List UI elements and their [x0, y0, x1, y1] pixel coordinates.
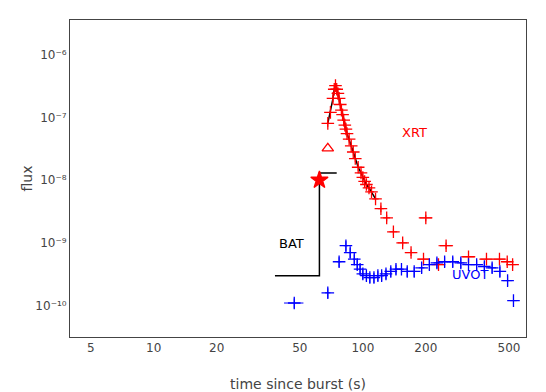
svg-text:10⁻⁶: 10⁻⁶: [40, 48, 67, 62]
svg-text:50: 50: [292, 341, 307, 355]
svg-text:time since burst (s): time since burst (s): [230, 376, 366, 392]
svg-text:10⁻⁷: 10⁻⁷: [40, 111, 67, 125]
svg-text:10⁻¹⁰: 10⁻¹⁰: [35, 299, 66, 313]
svg-text:UVOT: UVOT: [452, 267, 488, 282]
svg-text:20: 20: [209, 341, 224, 355]
svg-text:10: 10: [146, 341, 161, 355]
svg-text:200: 200: [414, 341, 437, 355]
svg-text:5: 5: [87, 341, 95, 355]
svg-text:XRT: XRT: [402, 125, 427, 140]
svg-text:500: 500: [498, 341, 521, 355]
svg-text:10⁻⁹: 10⁻⁹: [40, 236, 67, 250]
svg-text:10⁻⁸: 10⁻⁸: [40, 173, 67, 187]
svg-text:flux: flux: [19, 166, 35, 192]
svg-text:BAT: BAT: [279, 236, 304, 251]
svg-text:100: 100: [351, 341, 374, 355]
